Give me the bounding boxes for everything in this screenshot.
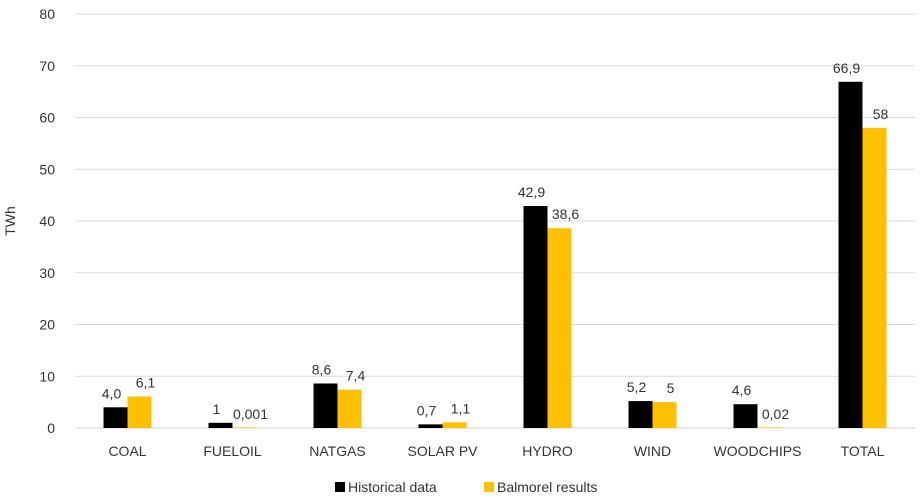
x-category-label: SOLAR PV <box>407 443 478 459</box>
legend-swatch <box>484 482 494 492</box>
y-tick-label: 30 <box>39 265 55 281</box>
data-label: 58 <box>873 106 889 122</box>
bar-balmorel <box>547 228 572 428</box>
x-category-label: HYDRO <box>522 443 573 459</box>
y-axis-ticks: 0 10 20 30 40 50 60 70 80 <box>39 6 55 436</box>
legend-label: Balmorel results <box>497 479 597 495</box>
x-category-label: FUELOIL <box>203 443 262 459</box>
y-axis-title: TWh <box>2 206 18 236</box>
legend: Historical data Balmorel results <box>335 479 597 495</box>
bar-historical <box>208 422 233 428</box>
data-label: 4,0 <box>102 385 122 401</box>
data-label: 0,02 <box>762 406 789 422</box>
data-label: 5 <box>667 380 675 396</box>
data-label: 1 <box>213 401 221 417</box>
bar-balmorel <box>232 427 257 428</box>
y-tick-label: 80 <box>39 6 55 22</box>
data-labels: 4,0 6,1 1 0,001 8,6 7,4 0,7 1,1 42,9 38,6 5,2 5 4,6 0… <box>102 60 889 422</box>
data-label: 4,6 <box>732 382 752 398</box>
y-tick-label: 40 <box>39 213 55 229</box>
y-tick-label: 50 <box>39 161 55 177</box>
data-label: 38,6 <box>552 206 579 222</box>
x-category-label: WOODCHIPS <box>714 443 802 459</box>
y-tick-label: 60 <box>39 110 55 126</box>
data-label: 0,7 <box>417 402 437 418</box>
bar-balmorel <box>757 427 782 428</box>
bar-historical <box>733 404 758 428</box>
y-tick-label: 10 <box>39 368 55 384</box>
bar-historical <box>523 205 548 428</box>
bar-balmorel <box>442 422 467 428</box>
bar-balmorel <box>127 396 152 428</box>
bar-balmorel <box>652 402 677 428</box>
bars <box>103 81 887 428</box>
bar-balmorel <box>337 389 362 428</box>
x-category-label: WIND <box>634 443 671 459</box>
data-label: 6,1 <box>136 374 156 390</box>
data-label: 8,6 <box>312 361 332 377</box>
bar-historical <box>313 383 338 428</box>
bar-historical <box>838 81 863 428</box>
data-label: 1,1 <box>451 400 471 416</box>
x-axis-categories: COAL FUELOIL NATGAS SOLAR PV HYDRO WIND WOODCH… <box>108 443 884 459</box>
legend-swatch <box>335 482 345 492</box>
gridlines <box>75 13 915 429</box>
x-category-label: NATGAS <box>309 443 366 459</box>
x-category-label: TOTAL <box>841 443 885 459</box>
bar-historical <box>103 407 128 428</box>
bar-balmorel <box>862 127 887 428</box>
y-tick-label: 0 <box>47 420 55 436</box>
x-category-label: COAL <box>108 443 146 459</box>
bar-historical <box>628 401 653 428</box>
bar-historical <box>418 424 443 428</box>
data-label: 0,001 <box>233 406 268 422</box>
data-label: 66,9 <box>833 60 860 76</box>
y-tick-label: 20 <box>39 317 55 333</box>
data-label: 42,9 <box>518 184 545 200</box>
y-tick-label: 70 <box>39 58 55 74</box>
data-label: 7,4 <box>346 368 366 384</box>
legend-label: Historical data <box>348 479 437 495</box>
data-label: 5,2 <box>627 379 647 395</box>
